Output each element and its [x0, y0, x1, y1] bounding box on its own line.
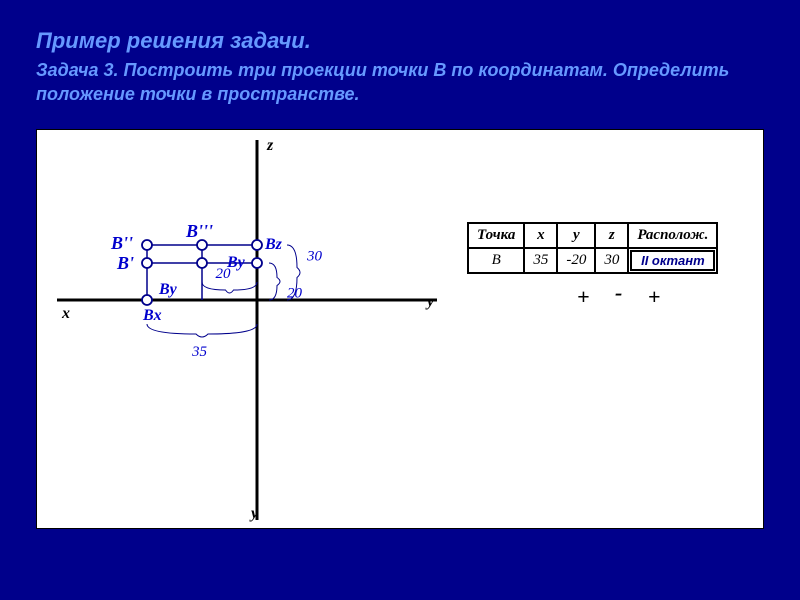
diagram-panel: xyzyB''B'''B'BzByByBx35203020 Точка x y …: [36, 129, 764, 529]
svg-text:20: 20: [216, 266, 232, 282]
svg-text:30: 30: [306, 248, 323, 264]
col-z: z: [595, 223, 628, 248]
cell-loc: II октант: [628, 248, 717, 273]
sign-y: -: [615, 280, 622, 305]
table-row: B 35 -20 30 II октант: [468, 248, 717, 273]
page-title: Пример решения задачи.: [36, 28, 764, 54]
svg-text:B'': B'': [110, 233, 133, 253]
svg-text:Bz: Bz: [264, 236, 283, 253]
svg-text:y: y: [249, 505, 259, 522]
projection-diagram: xyzyB''B'''B'BzByByBx35203020: [37, 130, 457, 530]
svg-text:z: z: [266, 137, 274, 154]
sign-z: +: [648, 284, 661, 309]
cell-name: B: [468, 248, 524, 273]
svg-text:By: By: [158, 281, 178, 298]
table-header-row: Точка x y z Располож.: [468, 223, 717, 248]
coordinates-table: Точка x y z Располож. B 35 -20 30 II окт…: [467, 222, 718, 274]
svg-text:Bx: Bx: [142, 307, 162, 324]
svg-text:y: y: [425, 293, 435, 310]
cell-z: 30: [595, 248, 628, 273]
svg-text:B''': B''': [185, 221, 213, 241]
svg-text:x: x: [61, 305, 70, 322]
col-x: x: [524, 223, 557, 248]
svg-text:B': B': [116, 253, 134, 273]
col-y: y: [557, 223, 595, 248]
col-loc: Располож.: [628, 223, 717, 248]
svg-text:35: 35: [191, 344, 208, 360]
cell-y: -20: [557, 248, 595, 273]
page-subtitle: Задача 3. Построить три проекции точки В…: [36, 58, 764, 107]
col-point: Точка: [468, 223, 524, 248]
sign-x: +: [577, 284, 590, 309]
sign-row: + - +: [567, 280, 670, 310]
svg-text:20: 20: [287, 285, 303, 301]
cell-x: 35: [524, 248, 557, 273]
